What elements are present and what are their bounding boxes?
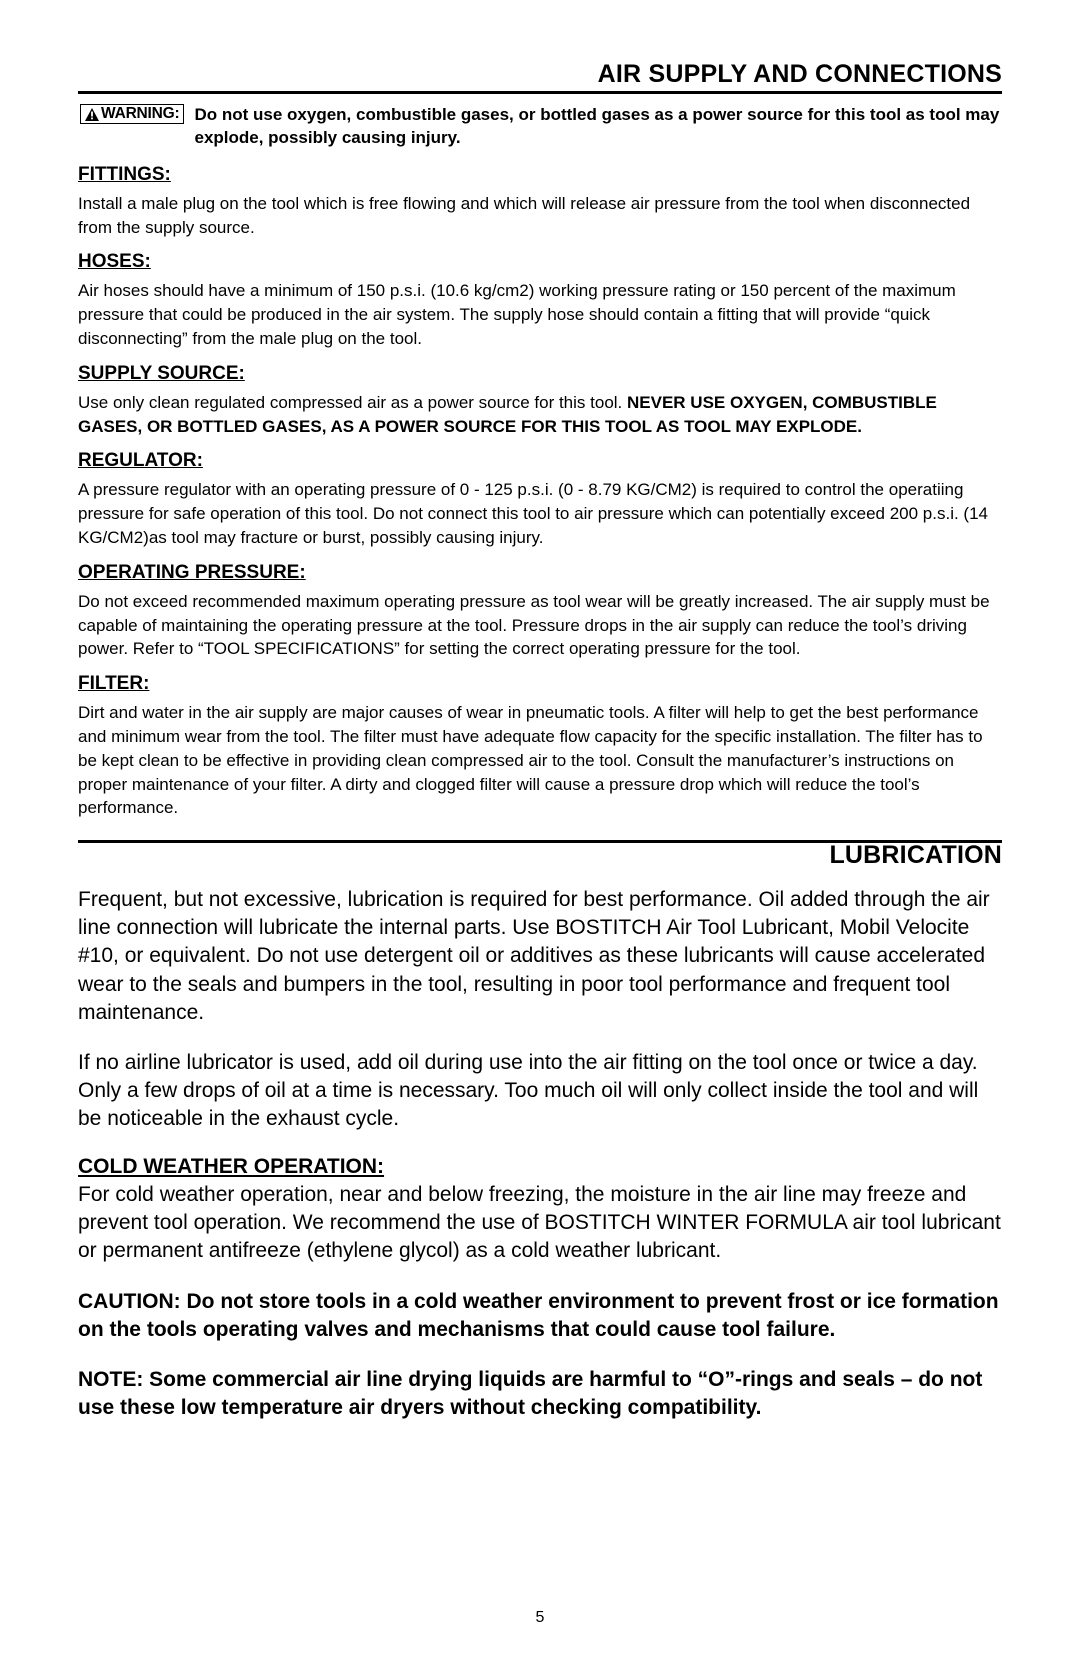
warning-label-text: WARNING: <box>101 106 179 122</box>
warning-text: Do not use oxygen, combustible gases, or… <box>194 104 1002 150</box>
supply-source-body: Use only clean regulated compressed air … <box>78 391 1002 439</box>
cold-weather-heading: COLD WEATHER OPERATION: <box>78 1155 1002 1179</box>
fittings-heading: FITTINGS: <box>78 164 1002 186</box>
filter-body: Dirt and water in the air supply are maj… <box>78 701 1002 820</box>
cold-weather-body: For cold weather operation, near and bel… <box>78 1181 1002 1265</box>
operating-pressure-heading: OPERATING PRESSURE: <box>78 562 1002 584</box>
warning-triangle-icon <box>85 108 99 121</box>
lubrication-title: LUBRICATION <box>78 841 1002 872</box>
filter-heading: FILTER: <box>78 673 1002 695</box>
page-number: 5 <box>0 1609 1080 1627</box>
warning-badge: WARNING: <box>80 104 184 124</box>
note-text: NOTE: Some commercial air line drying li… <box>78 1366 1002 1422</box>
operating-pressure-body: Do not exceed recommended maximum operat… <box>78 590 1002 661</box>
regulator-heading: REGULATOR: <box>78 450 1002 472</box>
hoses-body: Air hoses should have a minimum of 150 p… <box>78 279 1002 350</box>
lubrication-para1: Frequent, but not excessive, lubrication… <box>78 886 1002 1027</box>
air-supply-title: AIR SUPPLY AND CONNECTIONS <box>78 60 1002 94</box>
supply-source-plain: Use only clean regulated compressed air … <box>78 393 627 412</box>
fittings-body: Install a male plug on the tool which is… <box>78 192 1002 240</box>
supply-source-heading: SUPPLY SOURCE: <box>78 363 1002 385</box>
caution-text: CAUTION: Do not store tools in a cold we… <box>78 1288 1002 1344</box>
regulator-body: A pressure regulator with an operating p… <box>78 478 1002 549</box>
warning-row: WARNING: Do not use oxygen, combustible … <box>78 104 1002 150</box>
hoses-heading: HOSES: <box>78 251 1002 273</box>
lubrication-para2: If no airline lubricator is used, add oi… <box>78 1049 1002 1133</box>
